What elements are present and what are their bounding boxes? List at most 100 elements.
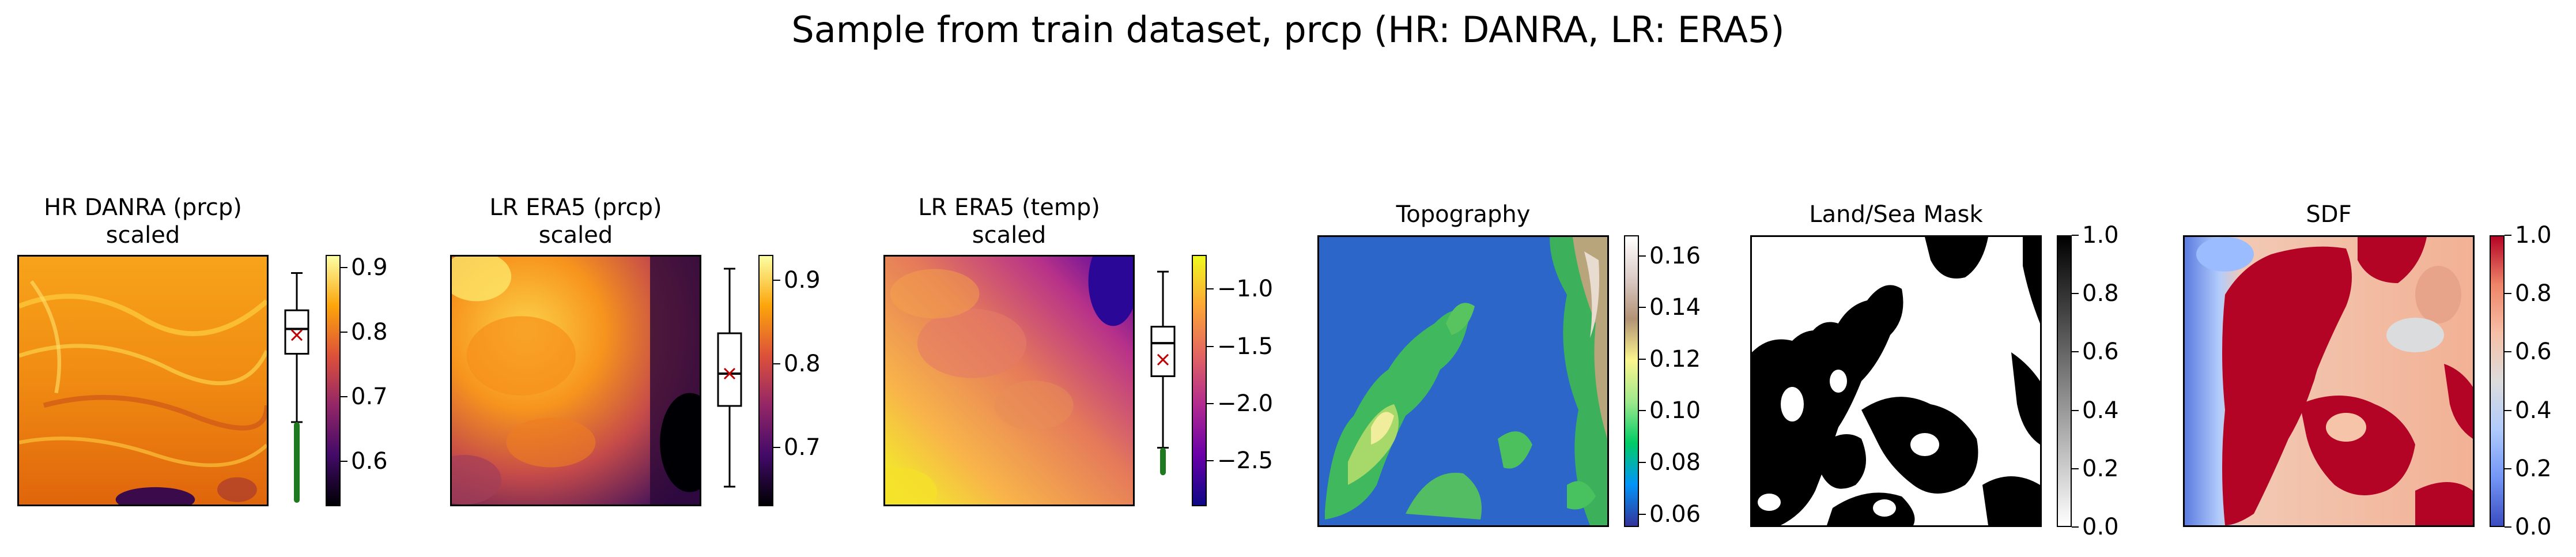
boxplot-mean-marker [723, 367, 736, 380]
colorbar-tick-mark [2505, 235, 2511, 236]
colorbar-tick-mark [341, 396, 348, 397]
colorbar-tick-mark [773, 279, 780, 281]
colorbar-tick-label: 0.14 [1649, 294, 1701, 321]
panel-1-colorbar [326, 255, 341, 506]
land-sea-mask-map [1750, 235, 2042, 527]
panel-3-title-line1: LR ERA5 (temp) [918, 194, 1100, 221]
boxplot-mean-marker [1157, 353, 1169, 366]
colorbar-tick-label: 0.08 [1649, 449, 1701, 476]
panel-3-title-line2: scaled [972, 222, 1047, 249]
colorbar-tick-label: 0.6 [2515, 338, 2552, 366]
colorbar-tick-label: 0.2 [2515, 455, 2552, 482]
colorbar-tick-label: 0.9 [784, 266, 821, 293]
lr-era5-prcp-map [450, 255, 701, 506]
colorbar-tick-label: 0.4 [2515, 397, 2552, 424]
figure-title: Sample from train dataset, prcp (HR: DAN… [791, 9, 1785, 51]
colorbar-tick-mark [2505, 526, 2511, 528]
boxplot-box [1150, 326, 1176, 377]
sdf-map [2183, 235, 2475, 527]
panel-3-title: LR ERA5 (temp) scaled [883, 194, 1135, 249]
colorbar-tick-mark [1207, 460, 1214, 461]
lr-era5-temp-map [883, 255, 1135, 506]
colorbar-tick-mark [1639, 410, 1646, 412]
panel-4-title-line1: Topography [1396, 201, 1531, 228]
colorbar-tick-label: 0.8 [2082, 280, 2119, 307]
panel-2-title: LR ERA5 (prcp) scaled [450, 194, 701, 249]
colorbar-tick-label: −2.0 [1217, 390, 1274, 417]
colorbar-tick-mark [1639, 307, 1646, 308]
colorbar-tick-mark [2072, 409, 2079, 411]
colorbar-tick-mark [341, 332, 348, 333]
panel-1-colorbar-ticks: 0.6 0.7 0.8 0.9 [341, 255, 410, 506]
hr-danra-prcp-map [17, 255, 269, 506]
colorbar-tick-label: 0.8 [784, 350, 821, 377]
panel-5-title: Land/Sea Mask [1750, 201, 2042, 228]
colorbar-tick-label: 0.2 [2082, 455, 2119, 482]
panel-3-colorbar [1192, 255, 1207, 506]
panel-2-title-line1: LR ERA5 (prcp) [489, 194, 662, 221]
colorbar-tick-label: 0.4 [2082, 397, 2119, 424]
colorbar-tick-mark [2072, 351, 2079, 353]
colorbar-tick-mark [1639, 513, 1646, 515]
colorbar-tick-mark [2072, 293, 2079, 295]
panel-3-boxplot [1150, 270, 1176, 476]
boxplot-outliers [1160, 447, 1166, 476]
panel-3-colorbar-ticks: −1.0 −1.5 −2.0 −2.5 [1207, 255, 1293, 506]
colorbar-tick-mark [1639, 255, 1646, 257]
colorbar-tick-mark [2072, 235, 2079, 236]
colorbar-tick-mark [1207, 345, 1214, 347]
colorbar-tick-label: 0.8 [351, 319, 388, 346]
colorbar-tick-label: 0.7 [784, 434, 821, 461]
colorbar-tick-label: 0.10 [1649, 397, 1701, 424]
colorbar-tick-label: 0.8 [2515, 280, 2552, 307]
panel-1-title-line2: scaled [105, 222, 180, 249]
panel-4-colorbar [1624, 235, 1639, 527]
colorbar-tick-label: 0.0 [2515, 514, 2552, 540]
boxplot-box [284, 309, 309, 355]
colorbar-tick-label: 0.6 [2082, 338, 2119, 366]
panel-2-colorbar [758, 255, 773, 506]
colorbar-tick-label: 0.6 [351, 447, 388, 475]
colorbar-tick-mark [1639, 358, 1646, 360]
panel-4-title: Topography [1317, 201, 1609, 228]
colorbar-tick-mark [1207, 288, 1214, 290]
panel-2-title-line2: scaled [538, 222, 613, 249]
panel-6-colorbar [2490, 235, 2505, 527]
colorbar-tick-label: −1.0 [1217, 276, 1274, 303]
panel-2-boxplot [717, 268, 742, 488]
panel-1-title: HR DANRA (prcp) scaled [17, 194, 269, 249]
panel-5-colorbar-ticks: 1.0 0.8 0.6 0.4 0.2 0.0 [2072, 223, 2141, 540]
colorbar-tick-mark [2072, 526, 2079, 528]
colorbar-tick-mark [2505, 468, 2511, 469]
colorbar-tick-mark [2072, 468, 2079, 469]
panel-6-colorbar-ticks: 1.0 0.8 0.6 0.4 0.2 0.0 [2505, 223, 2568, 540]
panel-1-boxplot [284, 272, 309, 503]
boxplot-outliers [294, 422, 300, 503]
boxplot-mean-marker [290, 329, 303, 341]
panel-5-title-line1: Land/Sea Mask [1809, 201, 1983, 228]
colorbar-tick-label: 1.0 [2515, 222, 2552, 249]
panel-6-title-line1: SDF [2306, 201, 2352, 228]
colorbar-tick-label: 0.7 [351, 383, 388, 410]
colorbar-tick-label: 0.16 [1649, 242, 1701, 269]
colorbar-tick-mark [341, 267, 348, 269]
colorbar-tick-label: 1.0 [2082, 222, 2119, 249]
colorbar-tick-mark [2505, 351, 2511, 353]
colorbar-tick-label: 0.12 [1649, 345, 1701, 372]
colorbar-tick-mark [773, 363, 780, 364]
colorbar-tick-label: −1.5 [1217, 333, 1274, 360]
colorbar-tick-label: 0.0 [2082, 514, 2119, 540]
colorbar-tick-mark [773, 447, 780, 449]
colorbar-tick-label: 0.9 [351, 254, 388, 281]
panel-4-colorbar-ticks: 0.16 0.14 0.12 0.10 0.08 0.06 [1639, 235, 1720, 527]
colorbar-tick-label: −2.5 [1217, 447, 1274, 474]
boxplot-box [717, 332, 742, 407]
panel-5-colorbar [2057, 235, 2072, 527]
panel-1-title-line1: HR DANRA (prcp) [44, 194, 242, 221]
panel-2-colorbar-ticks: 0.7 0.8 0.9 [773, 255, 843, 506]
colorbar-tick-mark [2505, 409, 2511, 411]
colorbar-tick-mark [1207, 402, 1214, 404]
colorbar-tick-mark [341, 460, 348, 462]
colorbar-tick-label: 0.06 [1649, 500, 1701, 528]
topography-map [1317, 235, 1609, 527]
